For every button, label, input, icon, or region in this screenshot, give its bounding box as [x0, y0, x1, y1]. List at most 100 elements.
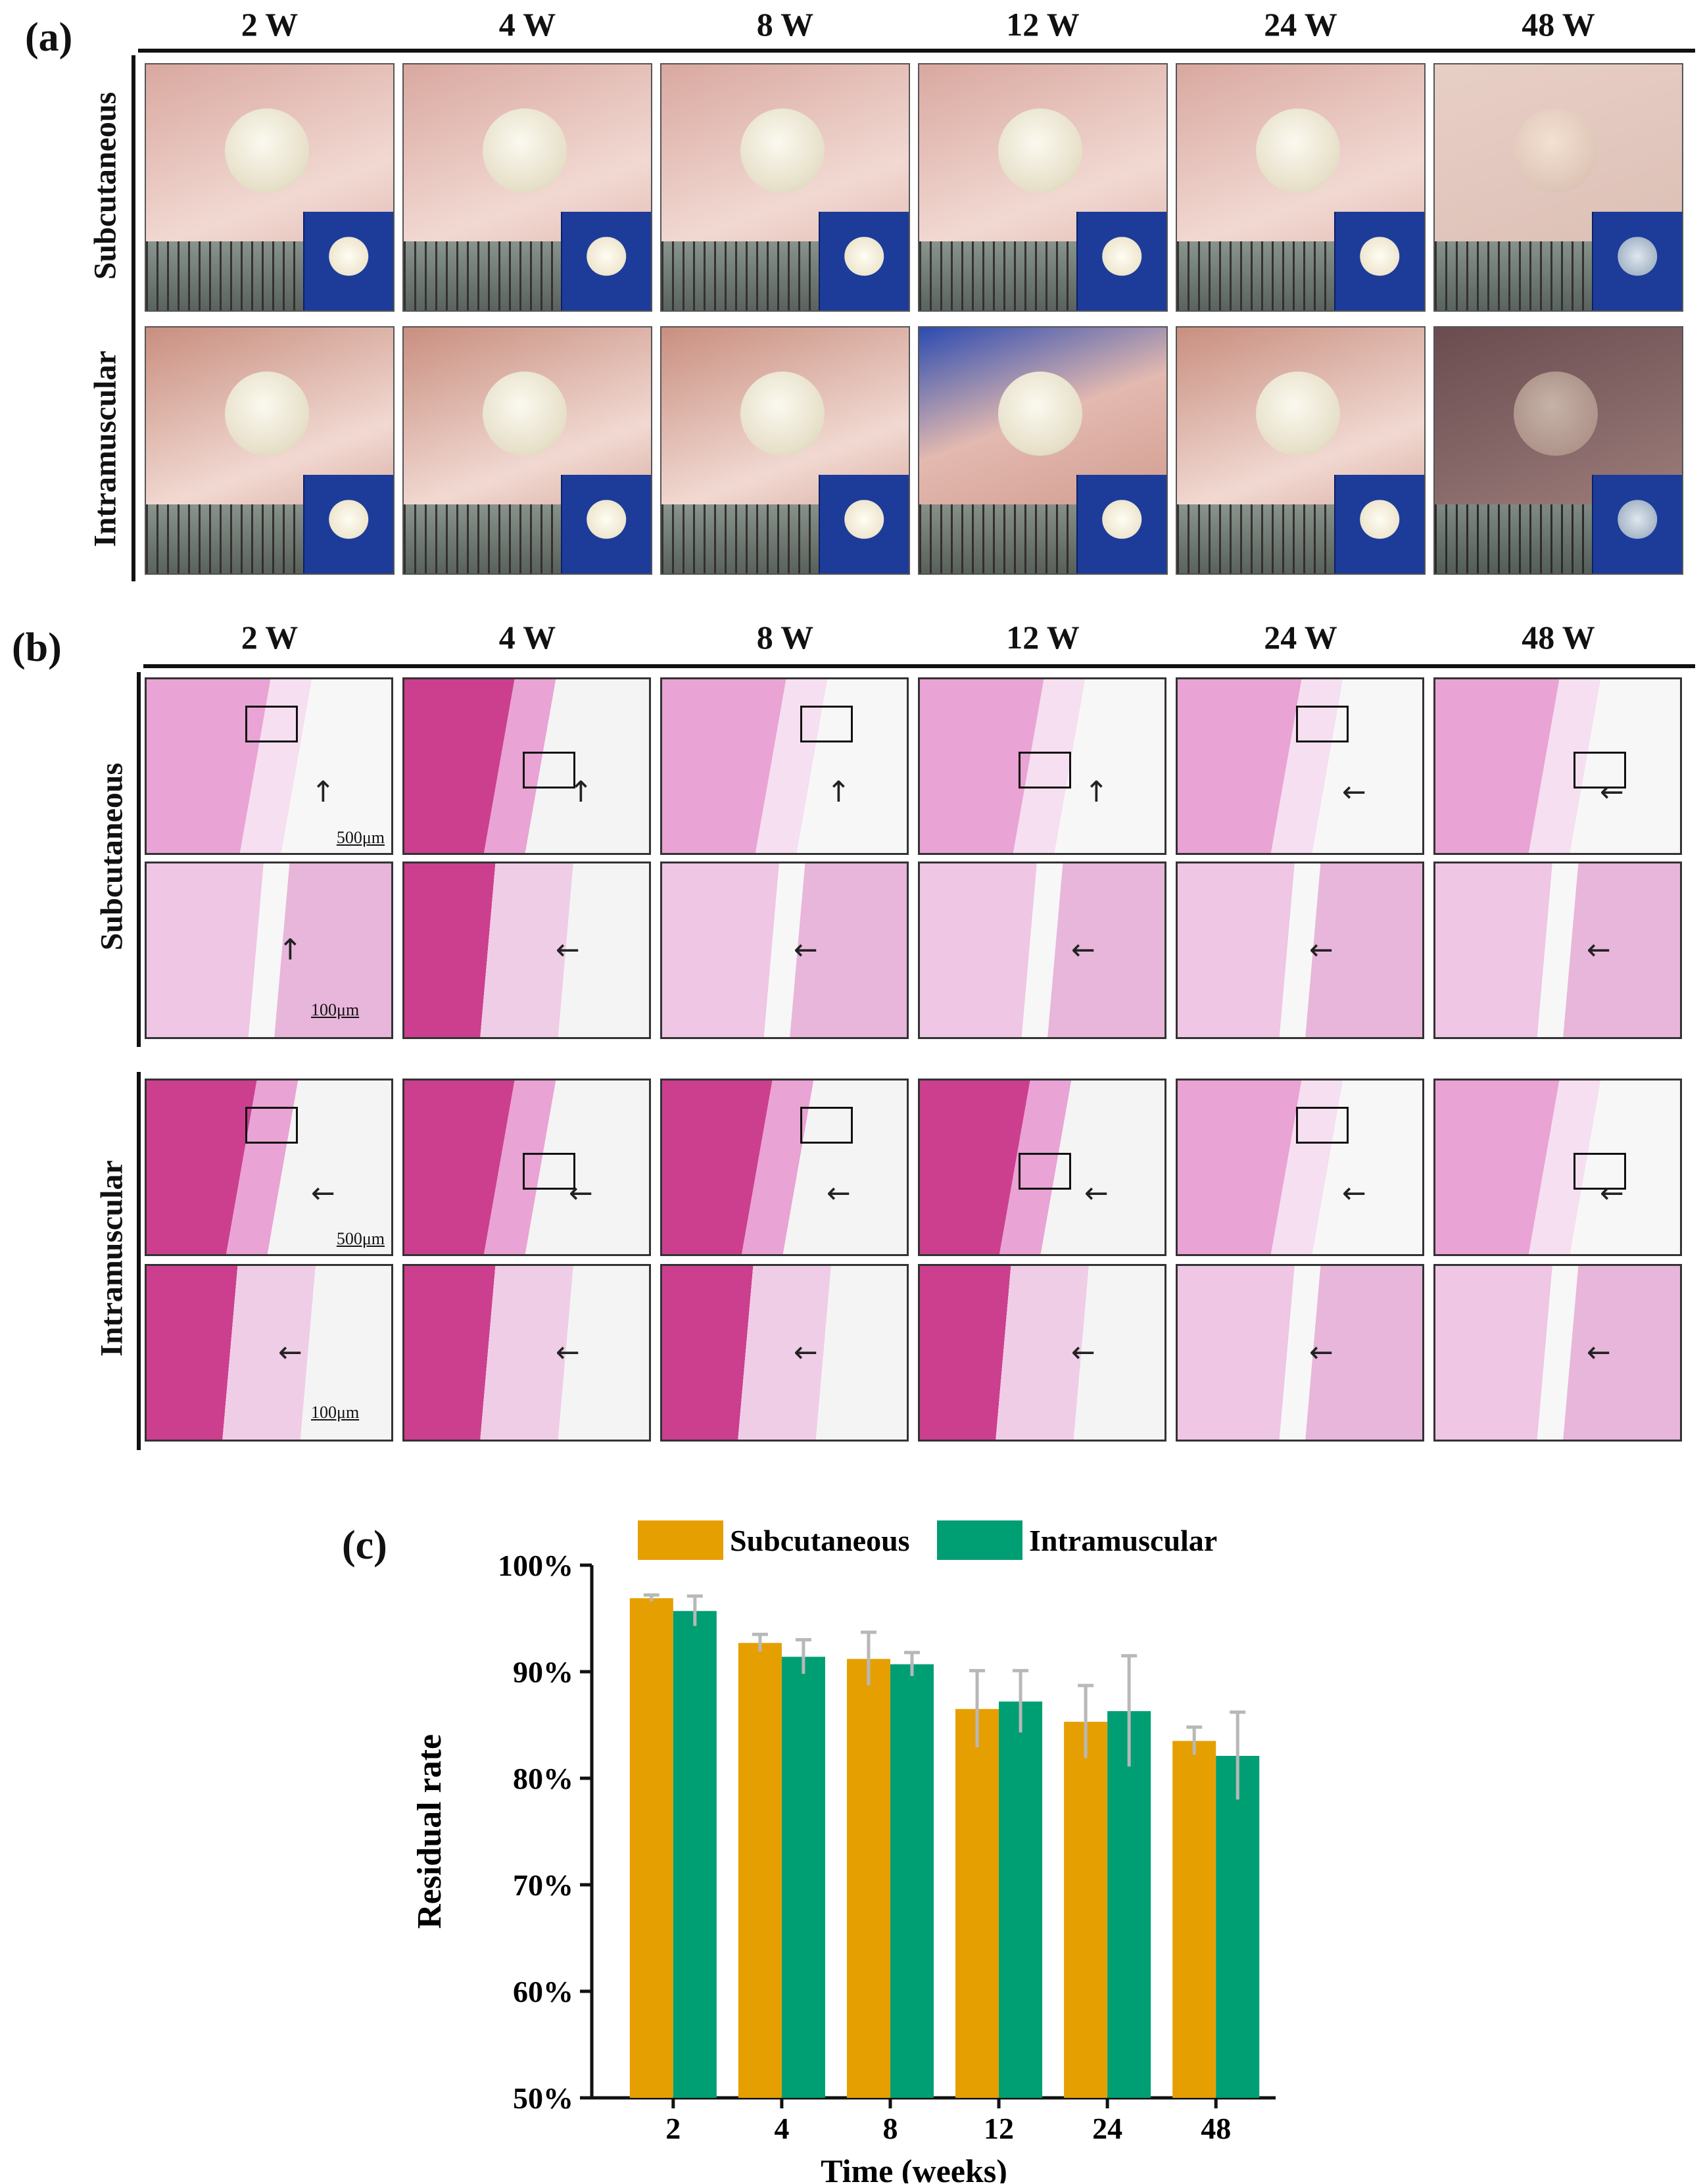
panel-a-col-header: 4 W [498, 6, 556, 43]
implant-photo [918, 63, 1168, 312]
y-tick-label: 80% [513, 1762, 573, 1795]
implant-disc [483, 372, 567, 456]
bar-subcutaneous [629, 1598, 673, 2098]
legend-swatch-intramuscular [937, 1520, 1022, 1560]
implant-photo [660, 63, 910, 312]
explant-disc [1102, 236, 1142, 276]
x-tick-label: 12 [984, 2112, 1014, 2145]
bar-subcutaneous [1172, 1741, 1216, 2098]
x-tick-label: 8 [882, 2112, 898, 2145]
arrow-icon: ↑ [827, 775, 851, 809]
explant-disc [1360, 236, 1400, 276]
explant-inset [1076, 475, 1166, 573]
bar-intramuscular [673, 1611, 717, 2098]
panel-a-col-header: 2 W [241, 6, 299, 43]
histology-low-mag: ↑ 500μm [145, 677, 393, 855]
implant-photo [918, 326, 1168, 575]
panel-b-top-rule [143, 664, 1695, 668]
panel-b-label: (b) [12, 625, 62, 670]
y-tick-label: 70% [513, 1868, 573, 1902]
panel-b-col-header: 24 W [1264, 619, 1337, 656]
explant-inset [1591, 212, 1682, 310]
arrow-icon: ← [1071, 1336, 1095, 1369]
zoom-region-box [800, 1107, 853, 1144]
histology-high-mag: ← [660, 861, 909, 1039]
histology-low-mag: ↑ [402, 677, 651, 855]
bar-subcutaneous [1064, 1722, 1108, 2098]
legend-label: Subcutaneous [730, 1524, 910, 1557]
zoom-region-box [1296, 706, 1349, 742]
y-tick-label: 60% [513, 1975, 573, 2008]
histology-high-mag: ← [1433, 1264, 1682, 1442]
explant-disc [1102, 499, 1142, 539]
panel-b-col-header: 8 W [756, 619, 814, 656]
histology-high-mag: ← [918, 1264, 1166, 1442]
arrow-icon: ← [556, 933, 580, 967]
panel-b-row-label: Subcutaneous [94, 762, 130, 951]
bar-subcutaneous [738, 1643, 782, 2098]
legend-swatch-subcutaneous [638, 1520, 723, 1560]
zoom-region-box [800, 706, 853, 742]
arrow-icon: ← [1071, 933, 1095, 967]
panel-b-row-label: Intramuscular [94, 1160, 130, 1357]
arrow-icon: ← [1600, 1177, 1624, 1210]
explant-disc [587, 499, 627, 539]
implant-disc [1256, 109, 1341, 193]
implant-photo [1176, 63, 1426, 312]
explant-inset [302, 212, 393, 310]
panel-a-col-header: 48 W [1522, 6, 1595, 43]
bar-subcutaneous [955, 1709, 999, 2098]
implant-disc [483, 109, 567, 193]
histology-low-mag: ← [1433, 677, 1682, 855]
panel-a-col-header: 24 W [1264, 6, 1337, 43]
zoom-region-box [1296, 1107, 1349, 1144]
zoom-region-box [523, 1153, 575, 1190]
y-tick-label: 100% [498, 1549, 573, 1582]
explant-disc [1360, 499, 1400, 539]
explant-disc [844, 499, 884, 539]
implant-disc [740, 109, 825, 193]
x-tick-label: 48 [1201, 2112, 1231, 2145]
explant-inset [560, 475, 651, 573]
y-tick-label: 50% [513, 2081, 573, 2115]
zoom-region-box [1019, 1153, 1071, 1190]
x-axis-title: Time (weeks) [821, 2152, 1007, 2183]
histology-high-mag: ← [402, 1264, 651, 1442]
legend-label: Intramuscular [1029, 1524, 1217, 1557]
implant-photo [660, 326, 910, 575]
arrow-icon: ← [278, 1336, 302, 1369]
arrow-icon: ↑ [569, 775, 593, 809]
histology-low-mag: ↑ [918, 677, 1166, 855]
scale-bar-500: 500μm [336, 1229, 385, 1248]
explant-disc [844, 236, 884, 276]
scale-bar-100: 100μm [311, 1403, 360, 1422]
histology-low-mag: ← 500μm [145, 1079, 393, 1256]
histology-high-mag: ← [1176, 861, 1424, 1039]
arrow-icon: ← [1342, 1177, 1366, 1210]
panel-a-row-label: Intramuscular [87, 351, 123, 547]
explant-inset [1333, 212, 1424, 310]
implant-photo [402, 326, 652, 575]
panel-a-col-header: 8 W [756, 6, 814, 43]
histology-high-mag: ← [660, 1264, 909, 1442]
bar-intramuscular [1107, 1711, 1151, 2098]
bar-intramuscular [1216, 1755, 1260, 2098]
panel-a-col-header: 12 W [1006, 6, 1080, 43]
bar-intramuscular [890, 1664, 934, 2098]
histology-low-mag: ← [1433, 1079, 1682, 1256]
panel-b-col-header: 4 W [498, 619, 556, 656]
histology-high-mag: ← [1176, 1264, 1424, 1442]
explant-disc [587, 236, 627, 276]
bar-subcutaneous [846, 1659, 890, 2098]
arrow-icon: ← [556, 1336, 580, 1369]
explant-disc [329, 236, 369, 276]
arrow-icon: ← [1342, 775, 1366, 809]
histology-high-mag: ← [402, 861, 651, 1039]
explant-inset [1333, 475, 1424, 573]
implant-photo [1433, 326, 1683, 575]
arrow-icon: ← [569, 1177, 593, 1210]
explant-inset [1591, 475, 1682, 573]
explant-inset [818, 475, 909, 573]
arrow-icon: ← [1084, 1177, 1109, 1210]
implant-photo [145, 63, 395, 312]
